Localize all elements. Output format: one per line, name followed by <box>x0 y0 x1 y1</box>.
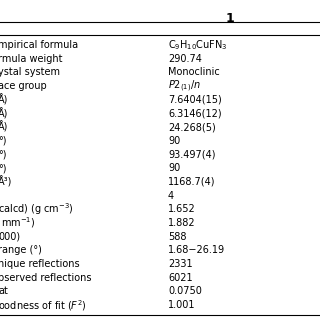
Text: 4: 4 <box>168 190 174 201</box>
Text: 6021: 6021 <box>168 273 193 283</box>
Text: °): °) <box>0 163 6 173</box>
Text: at: at <box>0 286 8 296</box>
Text: Å): Å) <box>0 94 8 105</box>
Text: ace group: ace group <box>0 81 47 91</box>
Text: mm$^{-1}$): mm$^{-1}$) <box>0 216 36 230</box>
Text: 24.268(5): 24.268(5) <box>168 122 216 132</box>
Text: 588: 588 <box>168 232 187 242</box>
Text: Å³): Å³) <box>0 176 12 188</box>
Text: °): °) <box>0 149 6 159</box>
Text: Å): Å) <box>0 108 8 119</box>
Text: Å): Å) <box>0 121 8 133</box>
Text: 0.0750: 0.0750 <box>168 286 202 296</box>
Text: 7.6404(15): 7.6404(15) <box>168 95 222 105</box>
Text: range (°): range (°) <box>0 245 42 255</box>
Text: ystal system: ystal system <box>0 67 60 77</box>
Text: 90: 90 <box>168 163 180 173</box>
Text: 90: 90 <box>168 136 180 146</box>
Text: 1.652: 1.652 <box>168 204 196 214</box>
Text: $\mathrm{C_9H_{10}CuFN_3}$: $\mathrm{C_9H_{10}CuFN_3}$ <box>168 38 228 52</box>
Text: 2331: 2331 <box>168 259 193 269</box>
Text: calcd) (g cm$^{-3}$): calcd) (g cm$^{-3}$) <box>0 201 74 217</box>
Text: 93.497(4): 93.497(4) <box>168 149 215 159</box>
Text: 1: 1 <box>226 12 234 25</box>
Text: 1.001: 1.001 <box>168 300 196 310</box>
Text: 6.3146(12): 6.3146(12) <box>168 108 222 118</box>
Text: $P2_{(1)}/n$: $P2_{(1)}/n$ <box>168 78 201 94</box>
Text: oodness of fit ($F^2$): oodness of fit ($F^2$) <box>0 298 87 313</box>
Text: rmula weight: rmula weight <box>0 53 62 64</box>
Text: 290.74: 290.74 <box>168 53 202 64</box>
Text: 1.882: 1.882 <box>168 218 196 228</box>
Text: mpirical formula: mpirical formula <box>0 40 78 50</box>
Text: Monoclinic: Monoclinic <box>168 67 220 77</box>
Text: °): °) <box>0 136 6 146</box>
Text: nique reflections: nique reflections <box>0 259 80 269</box>
Text: 1.68−26.19: 1.68−26.19 <box>168 245 225 255</box>
Text: 000): 000) <box>0 232 20 242</box>
Text: 1168.7(4): 1168.7(4) <box>168 177 215 187</box>
Text: bserved reflections: bserved reflections <box>0 273 92 283</box>
